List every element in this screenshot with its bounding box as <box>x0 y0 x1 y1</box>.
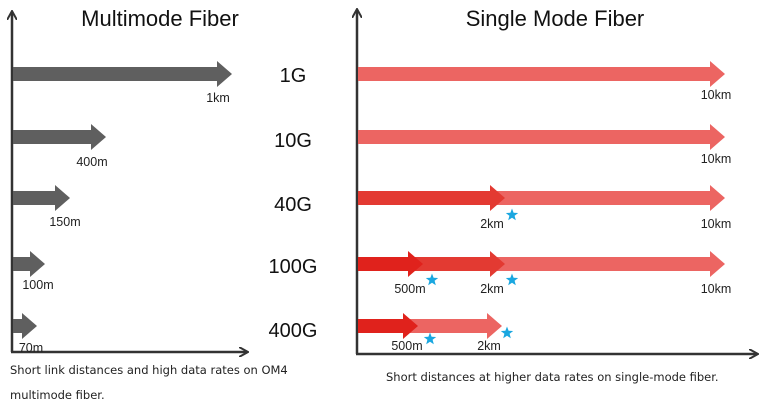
multimode-caption: Short link distances and high data rates… <box>10 358 288 408</box>
multimode-distance-label: 150m <box>49 215 80 229</box>
singlemode-arrow <box>358 251 423 277</box>
star-icon <box>423 332 437 345</box>
multimode-distance-label: 100m <box>22 278 53 292</box>
singlemode-distance-label: 10km <box>701 88 732 102</box>
multimode-distance-label: 70m <box>19 341 43 355</box>
singlemode-arrow <box>358 61 725 87</box>
singlemode-distance-label: 10km <box>701 217 732 231</box>
data-rate-label: 40G <box>274 194 312 216</box>
multimode-arrow <box>13 124 106 150</box>
multimode-title: Multimode Fiber <box>81 6 239 31</box>
data-rate-label: 1G <box>280 65 307 87</box>
star-icon <box>500 326 514 339</box>
multimode-arrow <box>13 61 232 87</box>
star-icon <box>505 208 519 221</box>
singlemode-distance-label: 500m <box>391 339 422 353</box>
multimode-arrow <box>13 185 70 211</box>
singlemode-distance-label: 2km <box>480 217 504 231</box>
singlemode-arrow <box>490 185 725 211</box>
star-icon <box>505 273 519 286</box>
singlemode-distance-label: 2km <box>480 282 504 296</box>
singlemode-axes <box>356 10 757 354</box>
data-rate-label: 400G <box>269 320 318 342</box>
singlemode-arrow <box>358 124 725 150</box>
singlemode-arrow <box>358 313 418 339</box>
singlemode-arrow <box>415 251 505 277</box>
multimode-distance-label: 1km <box>206 91 230 105</box>
data-rate-label: 10G <box>274 130 312 152</box>
singlemode-distance-label: 10km <box>701 282 732 296</box>
multimode-arrow <box>13 251 45 277</box>
data-rate-label: 100G <box>269 256 318 278</box>
singlemode-arrow <box>490 251 725 277</box>
singlemode-arrow <box>410 313 502 339</box>
singlemode-distance-label: 500m <box>394 282 425 296</box>
singlemode-distance-label: 2km <box>477 339 501 353</box>
singlemode-arrow <box>358 185 505 211</box>
multimode-caption-line1: Short link distances and high data rates… <box>10 363 288 377</box>
multimode-distance-label: 400m <box>76 155 107 169</box>
singlemode-distance-label: 10km <box>701 152 732 166</box>
singlemode-title: Single Mode Fiber <box>466 6 645 31</box>
multimode-arrow <box>13 313 37 339</box>
multimode-caption-line2: multimode fiber. <box>10 388 105 402</box>
multimode-axes <box>11 12 247 352</box>
singlemode-caption: Short distances at higher data rates on … <box>386 370 719 384</box>
star-icon <box>425 273 439 286</box>
